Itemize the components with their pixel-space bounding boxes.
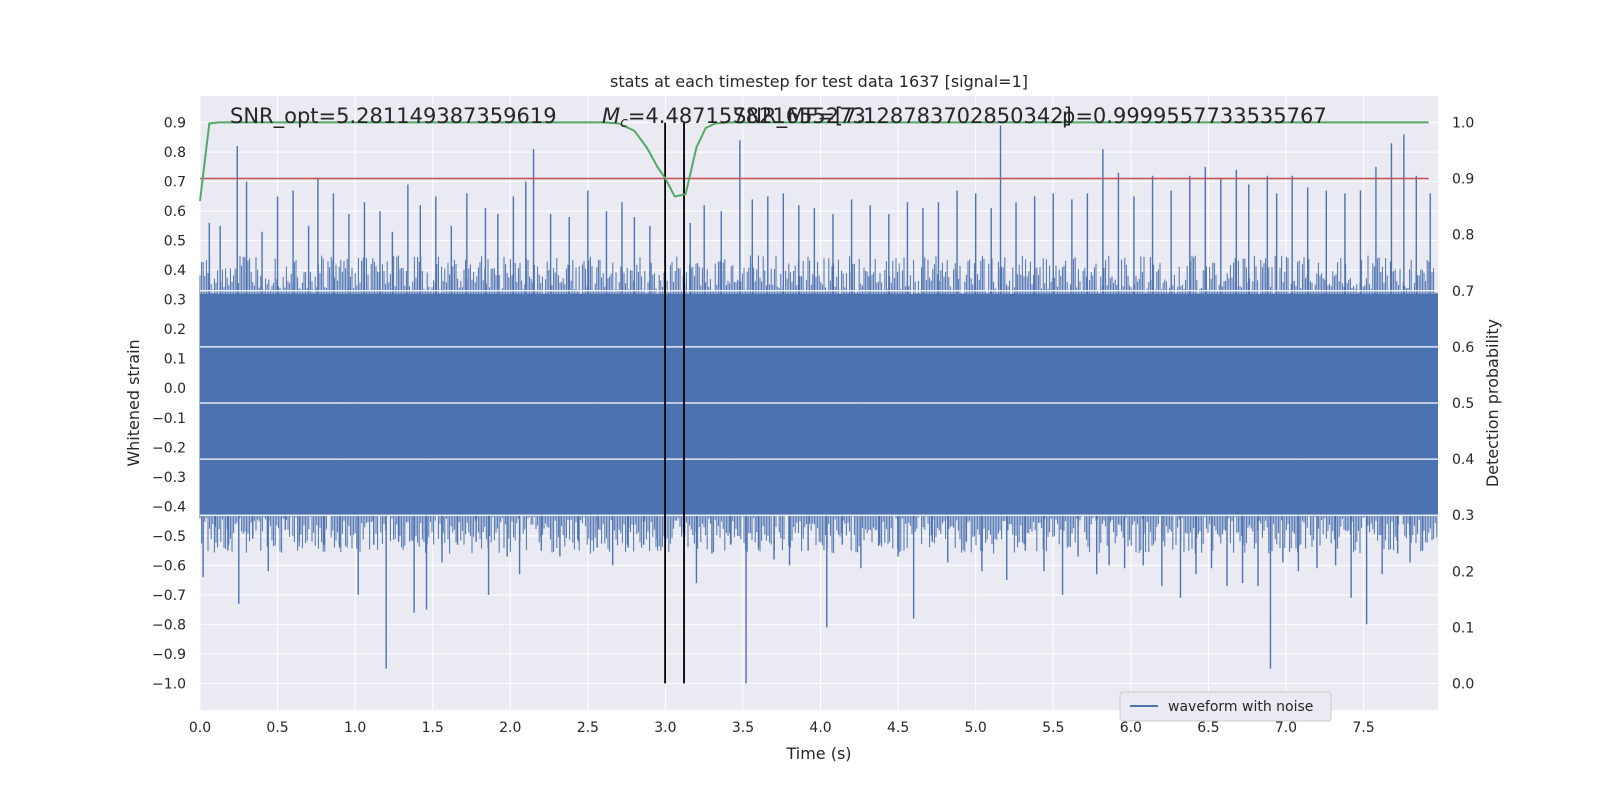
y-tick-label: 0.3	[164, 293, 186, 309]
y2-tick-label: 0.0	[1452, 677, 1474, 693]
legend-label: waveform with noise	[1168, 699, 1313, 715]
y-tick-label: 0.9	[164, 116, 186, 132]
x-tick-label: 7.0	[1275, 720, 1297, 736]
x-tick-label: 2.5	[577, 720, 599, 736]
overlays	[199, 121, 1438, 684]
chart-title: stats at each timestep for test data 163…	[610, 72, 1028, 91]
y-tick-label: −1.0	[152, 676, 186, 692]
x-tick-label: 1.0	[344, 720, 366, 736]
x-tick-label: 1.5	[422, 720, 444, 736]
x-tick-label: 4.5	[887, 720, 909, 736]
y-tick-label: −0.9	[152, 647, 186, 663]
x-tick-label: 3.5	[732, 720, 754, 736]
y-tick-label: 0.8	[164, 145, 186, 161]
y-tick-label: 0.1	[164, 352, 186, 368]
y2-tick-label: 0.3	[1452, 508, 1474, 524]
y-tick-label: −0.2	[152, 440, 186, 456]
y-axis-label: Whitened strain	[124, 339, 143, 466]
x-tick-label: 0.0	[189, 720, 211, 736]
y2-tick-label: 0.2	[1452, 564, 1474, 580]
y-tick-label: 0.4	[164, 263, 186, 279]
y-tick-label: −0.3	[152, 470, 186, 486]
annotation-snr-opt: SNR_opt=5.281149387359619	[230, 104, 557, 129]
x-axis-label: Time (s)	[785, 744, 851, 763]
annotations: SNR_opt=5.281149387359619 Mc=4.487157821…	[230, 104, 1327, 131]
annotation-snr-mf: SNR_MF=[7.128783702850342]	[733, 104, 1072, 129]
annotation-mc-symbol: M	[602, 104, 620, 128]
x-tick-label: 5.5	[1042, 720, 1064, 736]
annotation-mc: Mc=4.487157821655273	[602, 104, 866, 131]
y2-tick-label: 1.0	[1452, 115, 1474, 131]
y2-tick-label: 0.8	[1452, 228, 1474, 244]
y2-tick-label: 0.4	[1452, 452, 1474, 468]
annotation-p-value: p=0.9999557733535767	[1062, 104, 1327, 128]
legend-box	[1119, 691, 1332, 722]
waveform-series	[199, 125, 1438, 684]
y2-axis-label: Detection probability	[1483, 319, 1502, 487]
x-tick-label: 7.5	[1352, 720, 1374, 736]
x-tick-label: 5.0	[965, 720, 987, 736]
y-tick-label: −0.1	[152, 411, 186, 427]
x-tick-label: 6.5	[1197, 720, 1219, 736]
legend: waveform with noise	[1119, 691, 1332, 722]
y-tick-label: −0.6	[152, 558, 186, 574]
y-tick-label: 0.0	[164, 381, 186, 397]
y-tick-label: 0.5	[164, 234, 186, 250]
y-tick-label: 0.7	[164, 175, 186, 191]
y2-tick-label: 0.7	[1452, 284, 1474, 300]
y2-tick-label: 0.5	[1452, 396, 1474, 412]
annotation-mc-subscript: c	[620, 115, 628, 131]
y-tick-label: 0.6	[164, 204, 186, 220]
x-tick-label: 2.0	[499, 720, 521, 736]
y2-ticks: 1.0 0.9 0.8 0.7 0.6 0.5 0.4 0.3 0.2 0.1 0.0	[1452, 115, 1474, 692]
y2-tick-label: 0.1	[1452, 620, 1474, 636]
x-tick-label: 6.0	[1120, 720, 1142, 736]
y-tick-label: −0.4	[152, 499, 186, 515]
y-tick-label: −0.7	[152, 588, 186, 604]
y-ticks: 0.9 0.8 0.7 0.6 0.5 0.4 0.3 0.2 0.1 0.0 −0.1 −0.2 −0…	[152, 116, 186, 693]
x-tick-label: 3.0	[654, 720, 676, 736]
x-tick-label: 0.5	[266, 720, 288, 736]
x-ticks: 0.0 0.5 1.0 1.5 2.0 2.5 3.0 3.5 4.0 4.5 5.0 5.5 6.0 6…	[189, 720, 1375, 736]
y-tick-label: −0.5	[152, 529, 186, 545]
annotation-mc-value: =4.487157821655273	[628, 104, 866, 128]
y-tick-label: 0.2	[164, 322, 186, 338]
y2-tick-label: 0.9	[1452, 172, 1474, 188]
detection-probability-line	[199, 121, 1429, 202]
y2-tick-label: 0.6	[1452, 340, 1474, 356]
y-tick-label: −0.8	[152, 617, 186, 633]
x-tick-label: 4.0	[809, 720, 831, 736]
